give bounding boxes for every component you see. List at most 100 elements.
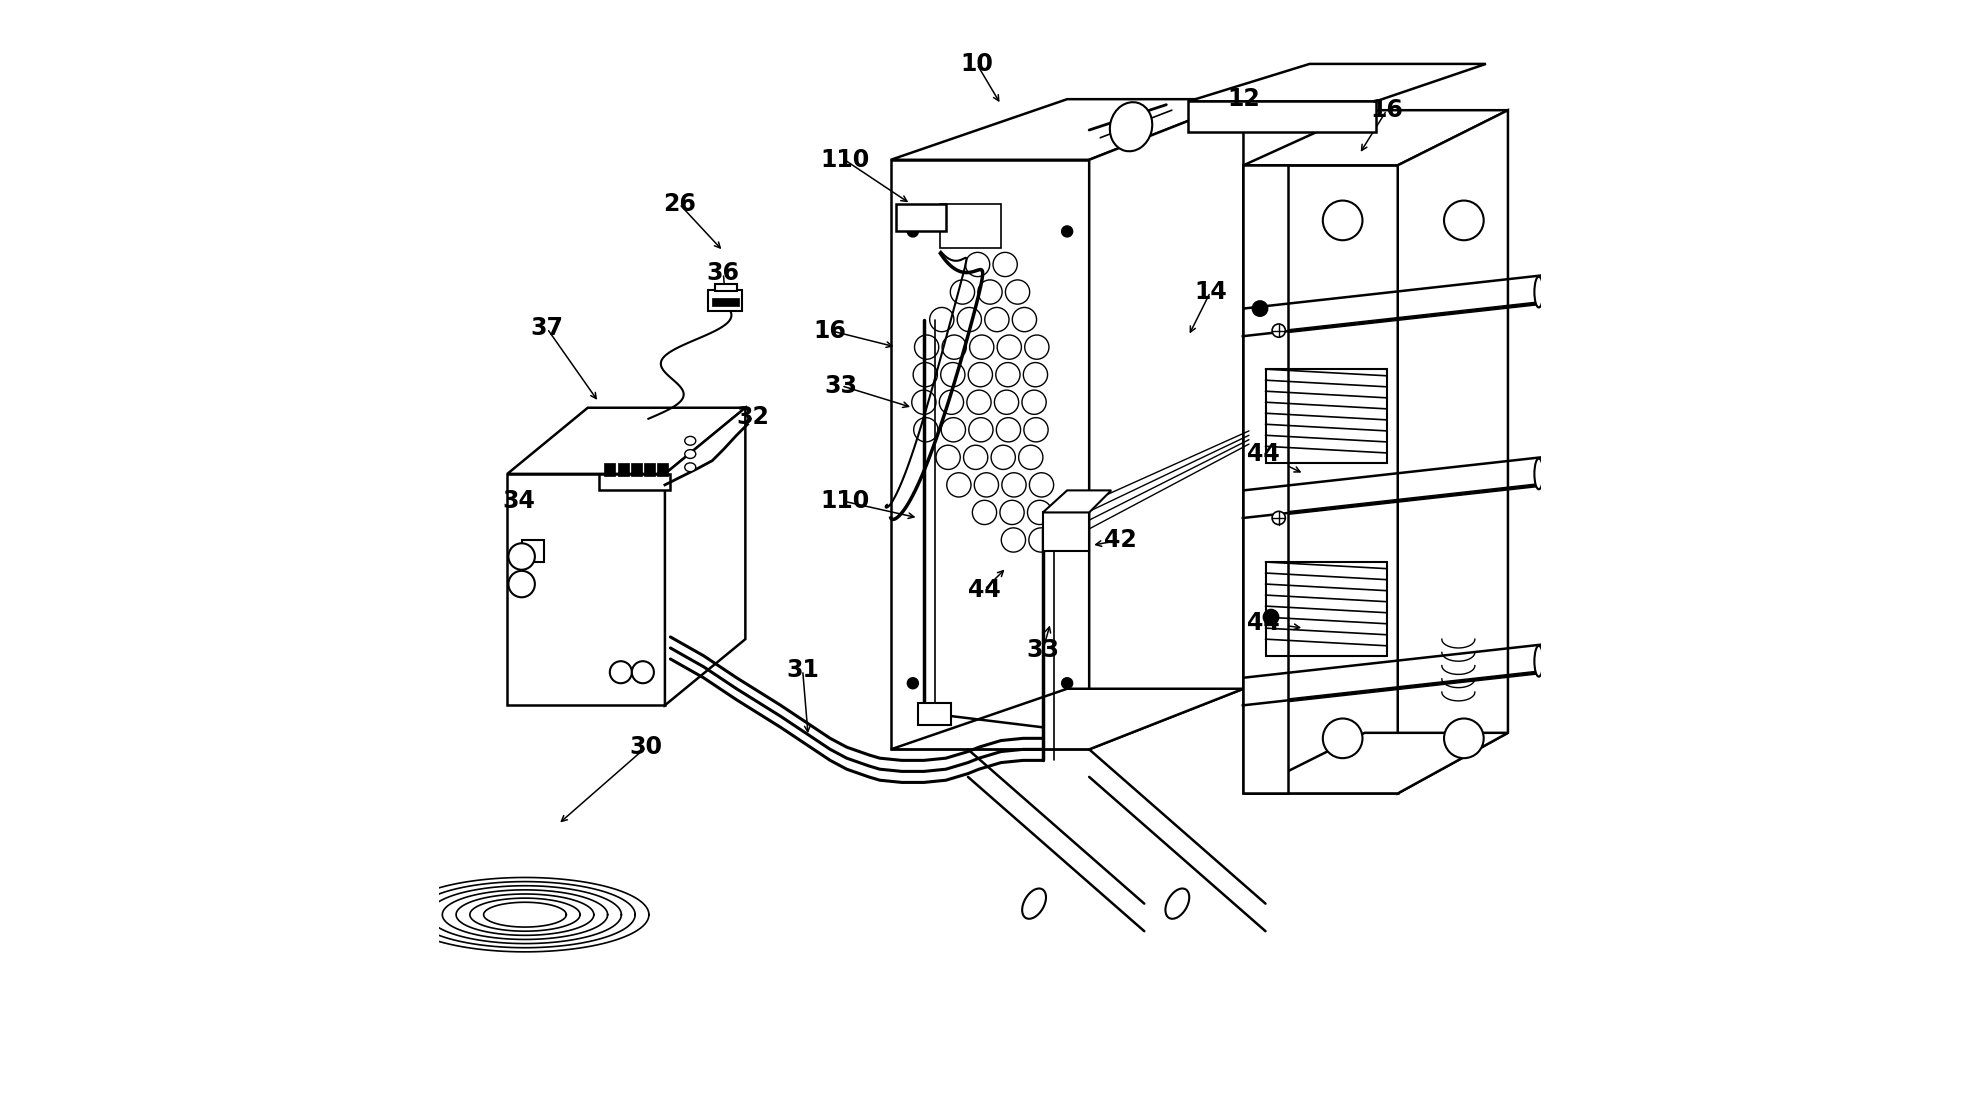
Text: 110: 110 bbox=[820, 148, 869, 172]
Circle shape bbox=[610, 661, 632, 683]
Ellipse shape bbox=[1166, 888, 1190, 919]
Text: 42: 42 bbox=[1103, 528, 1137, 552]
Circle shape bbox=[1026, 335, 1049, 359]
Circle shape bbox=[1323, 719, 1362, 758]
Polygon shape bbox=[521, 540, 544, 562]
Polygon shape bbox=[507, 408, 744, 474]
Text: 44: 44 bbox=[1247, 442, 1279, 466]
Polygon shape bbox=[1188, 101, 1376, 132]
Circle shape bbox=[996, 363, 1020, 387]
Circle shape bbox=[964, 445, 988, 469]
Text: 16: 16 bbox=[1370, 98, 1404, 122]
Circle shape bbox=[1012, 307, 1038, 332]
Circle shape bbox=[942, 335, 966, 359]
Polygon shape bbox=[709, 290, 742, 311]
Circle shape bbox=[632, 661, 653, 683]
Ellipse shape bbox=[1111, 102, 1152, 151]
Circle shape bbox=[907, 226, 919, 237]
Ellipse shape bbox=[685, 450, 695, 458]
Ellipse shape bbox=[1022, 888, 1045, 919]
Text: 32: 32 bbox=[737, 404, 770, 429]
Polygon shape bbox=[1398, 110, 1509, 793]
Circle shape bbox=[1002, 473, 1026, 497]
Circle shape bbox=[911, 390, 937, 414]
Circle shape bbox=[931, 307, 954, 332]
Circle shape bbox=[946, 473, 970, 497]
Circle shape bbox=[992, 445, 1016, 469]
Circle shape bbox=[1271, 324, 1285, 337]
Text: 31: 31 bbox=[786, 658, 820, 682]
Polygon shape bbox=[891, 689, 1243, 749]
Polygon shape bbox=[598, 474, 671, 490]
Circle shape bbox=[966, 390, 992, 414]
Text: 10: 10 bbox=[960, 52, 994, 76]
Polygon shape bbox=[897, 204, 946, 231]
Polygon shape bbox=[1243, 165, 1287, 793]
Circle shape bbox=[956, 307, 982, 332]
Circle shape bbox=[966, 252, 990, 277]
Polygon shape bbox=[632, 463, 642, 476]
Text: 37: 37 bbox=[531, 316, 564, 341]
Text: 33: 33 bbox=[1026, 638, 1059, 662]
Circle shape bbox=[970, 335, 994, 359]
Polygon shape bbox=[1043, 490, 1111, 512]
Circle shape bbox=[1002, 528, 1026, 552]
Circle shape bbox=[907, 678, 919, 689]
Polygon shape bbox=[940, 204, 1002, 248]
Circle shape bbox=[968, 418, 994, 442]
Polygon shape bbox=[891, 160, 1089, 749]
Circle shape bbox=[509, 543, 535, 570]
Ellipse shape bbox=[1534, 646, 1542, 677]
Circle shape bbox=[913, 363, 937, 387]
Circle shape bbox=[913, 418, 939, 442]
Circle shape bbox=[998, 335, 1022, 359]
Circle shape bbox=[1006, 280, 1030, 304]
Circle shape bbox=[1000, 500, 1024, 525]
Circle shape bbox=[950, 280, 974, 304]
Ellipse shape bbox=[1534, 458, 1542, 489]
Polygon shape bbox=[657, 463, 667, 476]
Circle shape bbox=[937, 445, 960, 469]
Circle shape bbox=[509, 571, 535, 597]
Circle shape bbox=[1443, 201, 1483, 240]
Circle shape bbox=[1271, 511, 1285, 525]
Circle shape bbox=[978, 280, 1002, 304]
Text: 44: 44 bbox=[968, 577, 1000, 602]
Polygon shape bbox=[713, 298, 739, 306]
Circle shape bbox=[1030, 473, 1053, 497]
Text: 110: 110 bbox=[820, 489, 869, 514]
Text: 30: 30 bbox=[630, 735, 663, 759]
Text: 34: 34 bbox=[501, 489, 535, 514]
Text: 14: 14 bbox=[1194, 280, 1228, 304]
Polygon shape bbox=[618, 463, 628, 476]
Polygon shape bbox=[1243, 165, 1398, 793]
Ellipse shape bbox=[1534, 277, 1542, 307]
Circle shape bbox=[1018, 445, 1043, 469]
Polygon shape bbox=[665, 408, 744, 705]
Polygon shape bbox=[1243, 733, 1509, 793]
Polygon shape bbox=[919, 703, 952, 725]
Polygon shape bbox=[715, 284, 737, 291]
Circle shape bbox=[1028, 500, 1051, 525]
Circle shape bbox=[1030, 528, 1053, 552]
Circle shape bbox=[994, 252, 1018, 277]
Circle shape bbox=[915, 335, 939, 359]
Circle shape bbox=[1263, 609, 1279, 625]
Text: 12: 12 bbox=[1228, 87, 1259, 111]
Circle shape bbox=[1022, 390, 1045, 414]
Circle shape bbox=[994, 390, 1018, 414]
Polygon shape bbox=[1089, 99, 1243, 749]
Circle shape bbox=[972, 500, 996, 525]
Text: 44: 44 bbox=[1247, 611, 1279, 635]
Circle shape bbox=[939, 390, 964, 414]
Text: 33: 33 bbox=[826, 374, 857, 398]
Circle shape bbox=[1024, 418, 1047, 442]
Polygon shape bbox=[644, 463, 655, 476]
Text: 26: 26 bbox=[663, 192, 695, 216]
Circle shape bbox=[1061, 226, 1073, 237]
Circle shape bbox=[1024, 363, 1047, 387]
Polygon shape bbox=[604, 463, 616, 476]
Circle shape bbox=[1061, 678, 1073, 689]
Polygon shape bbox=[1243, 110, 1509, 165]
Polygon shape bbox=[507, 474, 665, 705]
